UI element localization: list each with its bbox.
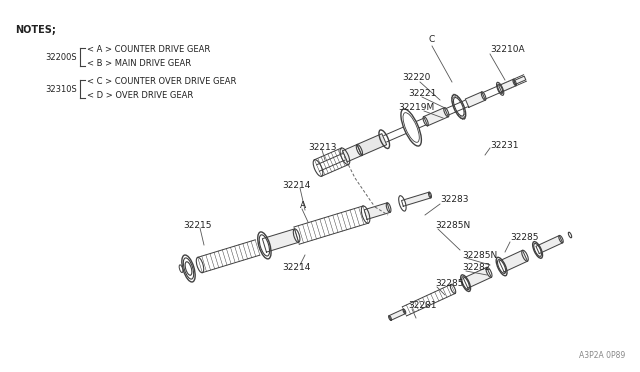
Polygon shape [364,203,390,219]
Text: 32310S: 32310S [45,84,77,93]
Polygon shape [262,229,299,252]
Text: 32282: 32282 [462,263,490,273]
Polygon shape [465,92,485,108]
Text: < D > OVER DRIVE GEAR: < D > OVER DRIVE GEAR [87,92,193,100]
Text: NOTES;: NOTES; [15,25,56,35]
Text: < B > MAIN DRIVE GEAR: < B > MAIN DRIVE GEAR [87,60,191,68]
Polygon shape [514,76,526,84]
Ellipse shape [258,232,271,259]
Polygon shape [499,79,516,92]
Text: < C > COUNTER OVER DRIVE GEAR: < C > COUNTER OVER DRIVE GEAR [87,77,236,87]
Text: A: A [300,201,306,209]
Text: C: C [429,35,435,45]
Text: A3P2A 0P89: A3P2A 0P89 [579,351,625,360]
Ellipse shape [496,257,507,276]
Polygon shape [536,235,563,254]
Text: 32200S: 32200S [45,52,77,61]
Polygon shape [357,134,387,155]
Polygon shape [424,108,449,126]
Ellipse shape [179,265,183,273]
Polygon shape [499,250,527,272]
Text: 32285N: 32285N [435,221,470,230]
Text: 32285: 32285 [510,234,538,243]
Text: < A > COUNTER DRIVE GEAR: < A > COUNTER DRIVE GEAR [87,45,211,55]
Text: 32214: 32214 [282,180,310,189]
Ellipse shape [532,242,543,258]
Text: 32283: 32283 [440,196,468,205]
Ellipse shape [399,196,406,211]
Ellipse shape [401,109,421,146]
Ellipse shape [182,255,195,282]
Text: 32220: 32220 [402,74,430,83]
Polygon shape [389,309,406,320]
Polygon shape [401,192,431,206]
Text: 32213: 32213 [308,144,337,153]
Text: 32215: 32215 [183,221,211,230]
Polygon shape [342,144,362,162]
Text: 32210A: 32210A [490,45,525,55]
Text: 32231: 32231 [490,141,518,150]
Polygon shape [463,267,492,288]
Text: 32219M: 32219M [398,103,435,112]
Text: 32285N: 32285N [462,250,497,260]
Text: 32214: 32214 [282,263,310,273]
Text: 32281: 32281 [408,301,436,310]
Text: 32285: 32285 [435,279,463,288]
Text: 32221: 32221 [408,90,436,99]
Ellipse shape [461,275,470,291]
